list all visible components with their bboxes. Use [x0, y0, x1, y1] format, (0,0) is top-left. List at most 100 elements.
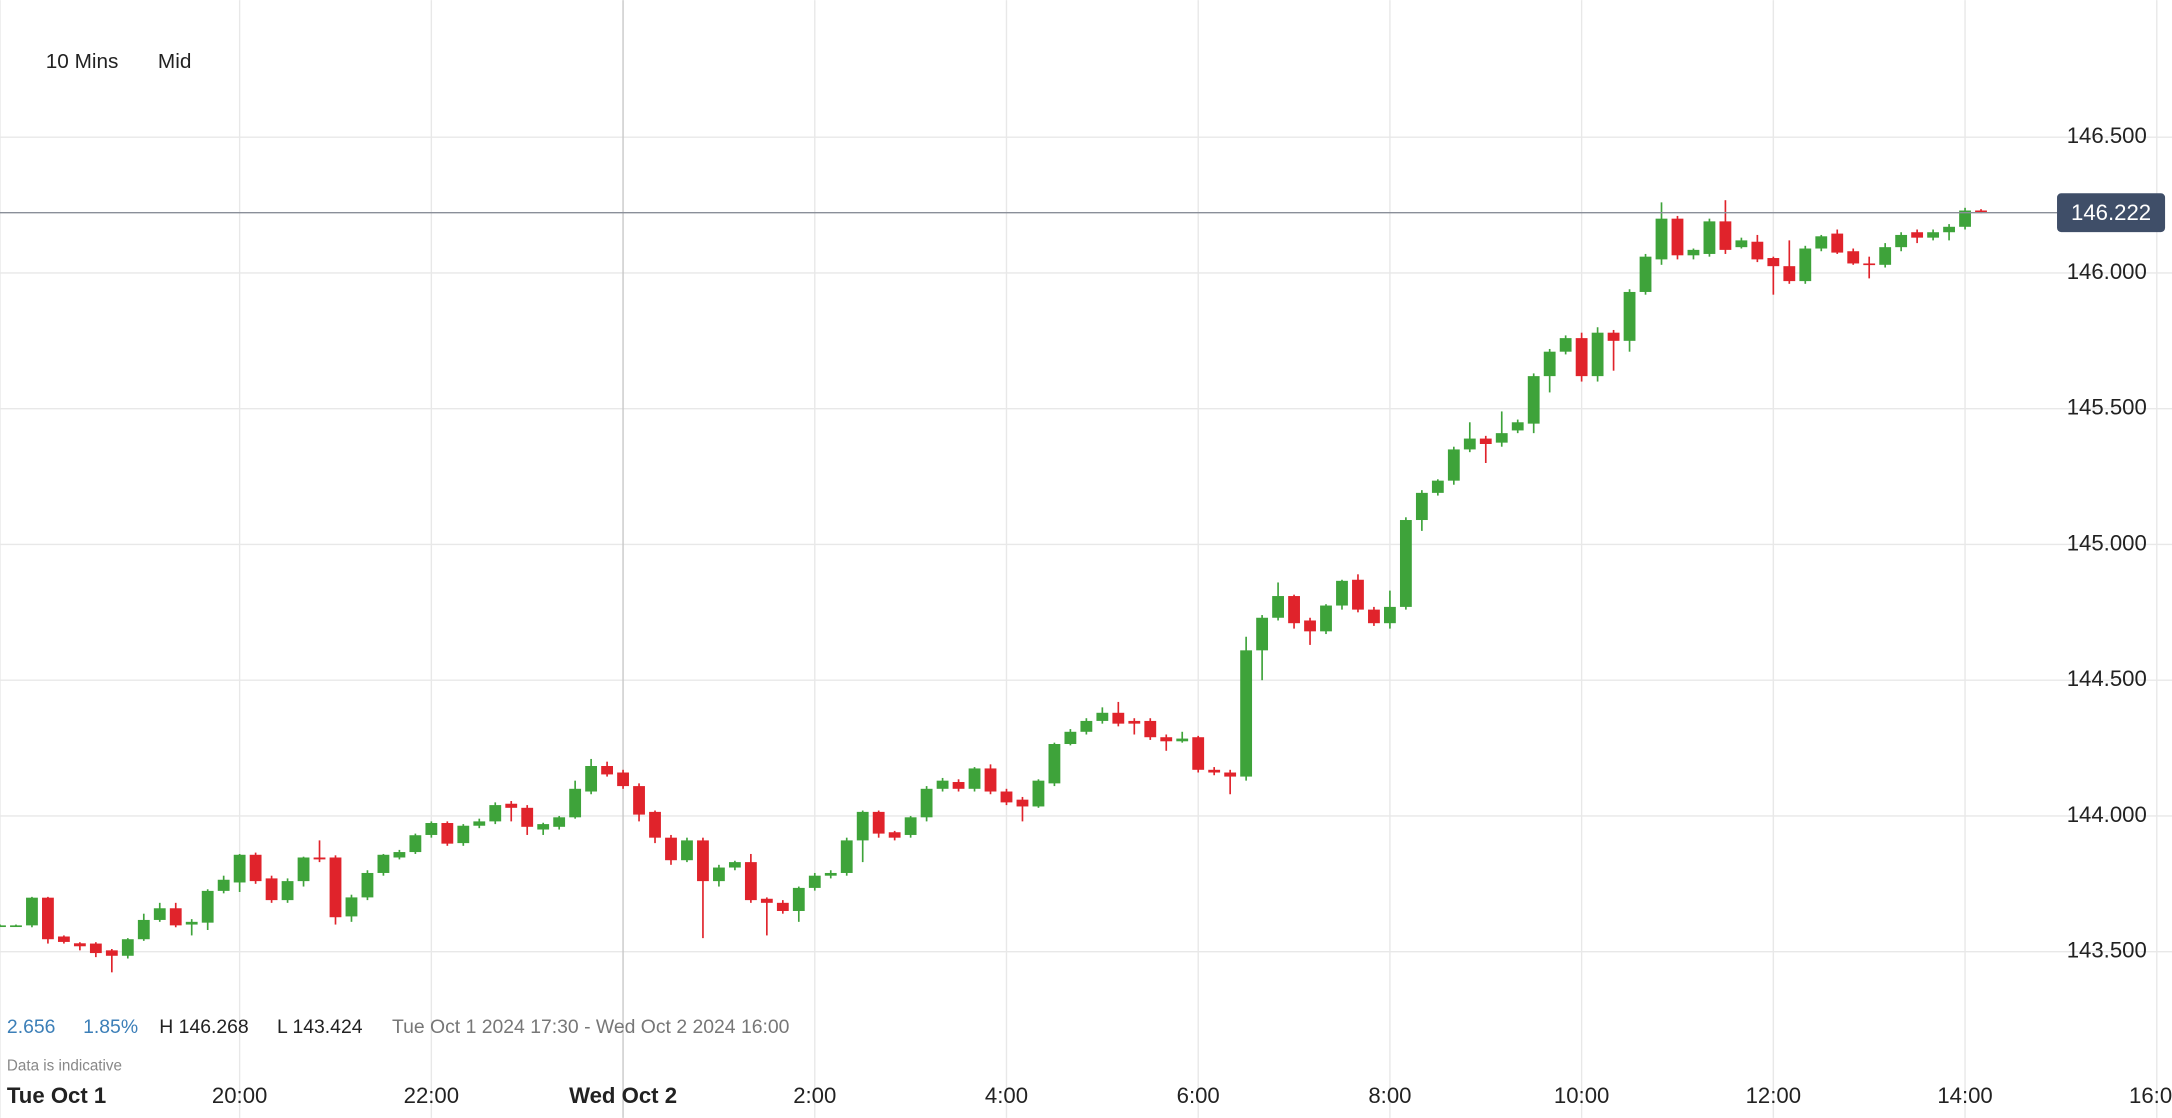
candle-body [89, 943, 102, 954]
candle-body [425, 823, 438, 835]
candle-body [1943, 226, 1955, 233]
candle-body [57, 936, 70, 942]
candle-body [1975, 210, 1987, 213]
x-tick-label: 6:00 [1177, 1083, 1220, 1108]
candle-body [1655, 218, 1668, 260]
candle-body [1463, 438, 1476, 450]
candle-body [1735, 240, 1748, 248]
candle-body [1591, 332, 1604, 377]
last-price-box [2057, 193, 2166, 233]
candle-body [1623, 291, 1636, 341]
candle-body [952, 782, 965, 789]
x-tick-label: Tue Oct 1 [7, 1083, 106, 1108]
candle-body [601, 765, 613, 775]
candle-body [1559, 338, 1572, 352]
candle-body [1911, 232, 1924, 238]
candle-body [1575, 338, 1588, 377]
candle-body [553, 817, 566, 827]
candle-body [1288, 596, 1300, 624]
candle-body [744, 862, 757, 901]
x-tick-label: 20:00 [212, 1083, 267, 1108]
candle-body [1863, 263, 1876, 266]
candle-body [840, 840, 853, 873]
candle-body [872, 811, 885, 834]
candle-body [1032, 780, 1045, 807]
candle-body [1048, 744, 1061, 784]
candle-body [984, 768, 997, 792]
candle-body [904, 817, 917, 835]
candle-body [473, 821, 486, 826]
candle-body [505, 803, 518, 808]
candle-body [313, 857, 326, 860]
candle-body [1336, 580, 1348, 606]
candle-body [681, 840, 693, 861]
candle-body [1352, 579, 1364, 610]
price-type-button[interactable]: Mid [158, 50, 191, 73]
candle-body [1304, 620, 1316, 632]
candle-body [1112, 712, 1125, 724]
candle-body [105, 950, 118, 956]
candle-body [808, 875, 821, 888]
candle-body [409, 835, 422, 853]
candle-body [42, 897, 54, 940]
y-tick-label: 144.000 [2067, 802, 2147, 827]
candle-body [1607, 332, 1620, 341]
candle-body [377, 854, 390, 873]
candle-body [265, 878, 278, 901]
candle-body [1495, 433, 1508, 443]
candle-body [26, 897, 38, 926]
candle-body [1927, 232, 1940, 238]
candle-body [521, 807, 534, 827]
x-tick-label: 12:00 [1746, 1083, 1801, 1108]
candle-body [1016, 799, 1029, 807]
note: Data is indicative [7, 1058, 122, 1075]
candle-body [888, 832, 901, 838]
candle-body [1767, 258, 1780, 267]
candle-body [1176, 738, 1189, 742]
candle-body [393, 852, 406, 858]
candle-body [1384, 606, 1396, 624]
candle-body [824, 872, 837, 876]
x-tick-label: 4:00 [985, 1083, 1028, 1108]
candle-body [297, 857, 310, 882]
y-tick-label: 145.500 [2067, 395, 2147, 420]
x-tick-label: Wed Oct 2 [569, 1083, 677, 1108]
candle-body [1208, 769, 1221, 773]
candle-body [1543, 351, 1556, 377]
candle-body [1080, 720, 1093, 732]
candle-body [1431, 480, 1444, 493]
candle-body [153, 908, 166, 920]
y-tick-label: 143.500 [2067, 938, 2147, 963]
candle-body [1000, 791, 1013, 803]
candle-body [233, 854, 246, 883]
candle-body [1447, 449, 1460, 481]
candle-body [1240, 650, 1253, 777]
interval-button[interactable]: 10 Mins [46, 50, 119, 73]
x-tick-label: 22:00 [404, 1083, 459, 1108]
candle-body [281, 881, 294, 901]
candle-body [1527, 376, 1540, 424]
candle-body [728, 862, 741, 868]
candle-body [1879, 247, 1892, 265]
y-tick-label: 146.500 [2067, 123, 2147, 148]
candle-body [1320, 605, 1332, 632]
candle-body [1192, 737, 1205, 770]
range: Tue Oct 1 2024 17:30 - Wed Oct 2 2024 16… [392, 1016, 790, 1038]
y-tick-label: 146.000 [2067, 259, 2147, 284]
candle-body [633, 786, 645, 815]
candle-body [1719, 221, 1732, 250]
change: 2.656 [7, 1016, 56, 1038]
candle-body [1479, 438, 1492, 445]
candle-body [329, 857, 342, 918]
candle-body [856, 811, 869, 841]
x-tick-label: 10:00 [1554, 1083, 1609, 1108]
candle-body [617, 772, 629, 787]
candle-body [1128, 720, 1141, 724]
candle-body [792, 887, 805, 911]
candle-body [137, 919, 150, 940]
candle-body [1639, 256, 1652, 292]
candle-body [1224, 772, 1237, 777]
candle-body [1415, 492, 1428, 521]
candle-body [1671, 218, 1684, 256]
candle-body [1751, 241, 1764, 260]
